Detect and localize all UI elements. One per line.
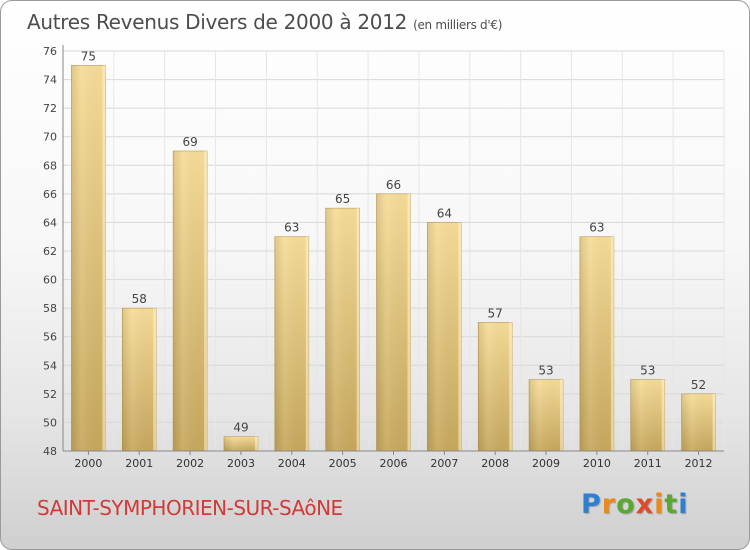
bar-highlight-2005 xyxy=(356,208,360,451)
value-label: 53 xyxy=(538,364,553,378)
value-label: 65 xyxy=(335,192,350,206)
x-tick-label: 2002 xyxy=(176,457,204,470)
axis-layer: 48 50 52 54 56 58 60 62 64 66 68 70 72 74 76 2000 2001 20… xyxy=(43,45,724,470)
x-tick-label: 2007 xyxy=(430,457,458,470)
chart-unit: (en milliers d'€) xyxy=(413,18,503,32)
x-tick-label: 2008 xyxy=(481,457,509,470)
proxiti-logo: Proxiti xyxy=(581,489,689,520)
bar-highlight-2009 xyxy=(560,379,564,451)
x-tick-label: 2006 xyxy=(380,457,408,470)
y-tick-label: 74 xyxy=(43,74,57,87)
value-label: 53 xyxy=(640,364,655,378)
bar-highlight-2001 xyxy=(153,308,157,451)
bar-shade-2010 xyxy=(579,236,614,451)
value-label: 63 xyxy=(589,221,604,235)
value-label: 58 xyxy=(132,292,147,306)
value-label: 52 xyxy=(691,378,706,392)
chart-title: Autres Revenus Divers de 2000 à 2012 (en … xyxy=(27,10,502,34)
y-tick-label: 70 xyxy=(43,131,57,144)
bar-shade-2007 xyxy=(427,222,462,451)
y-tick-label: 62 xyxy=(43,245,57,258)
y-tick-label: 52 xyxy=(43,388,57,401)
bar-highlight-2010 xyxy=(610,236,614,451)
bar-shade-2003 xyxy=(223,436,258,451)
x-tick-label: 2009 xyxy=(532,457,560,470)
x-tick-label: 2000 xyxy=(74,457,102,470)
chart-title-text: Autres Revenus Divers de 2000 à 2012 xyxy=(27,10,408,34)
y-tick-label: 72 xyxy=(43,102,57,115)
value-label: 64 xyxy=(437,206,452,220)
bar-highlight-2006 xyxy=(407,193,411,451)
value-label: 57 xyxy=(488,306,503,320)
bar-highlight-2012 xyxy=(712,393,716,451)
value-label: 66 xyxy=(386,178,401,192)
y-tick-label: 60 xyxy=(43,274,57,287)
bar-highlight-2011 xyxy=(661,379,665,451)
y-tick-label: 68 xyxy=(43,159,57,172)
bar-highlight-2003 xyxy=(254,436,258,451)
y-tick-label: 54 xyxy=(43,359,57,372)
bar-shade-2001 xyxy=(122,308,157,451)
bar-shade-2009 xyxy=(529,379,564,451)
y-tick-label: 50 xyxy=(43,416,57,429)
y-tick-label: 66 xyxy=(43,188,57,201)
bar-highlight-2007 xyxy=(458,222,462,451)
x-tick-label: 2005 xyxy=(329,457,357,470)
value-label: 69 xyxy=(182,135,197,149)
bar-shade-2011 xyxy=(630,379,665,451)
y-tick-label: 58 xyxy=(43,302,57,315)
bar-shade-2008 xyxy=(478,322,513,451)
bar-highlight-2004 xyxy=(305,236,309,451)
value-label: 63 xyxy=(284,221,299,235)
x-tick-label: 2010 xyxy=(583,457,611,470)
bar-shade-2006 xyxy=(376,193,411,451)
value-label: 75 xyxy=(81,49,96,63)
y-tick-label: 48 xyxy=(43,445,57,458)
bar-shade-2004 xyxy=(274,236,309,451)
value-label: 49 xyxy=(233,421,248,435)
y-tick-label: 76 xyxy=(43,45,57,58)
commune-name: SAINT-SYMPHORIEN-SUR-SAôNE xyxy=(37,496,343,520)
bar-highlight-2000 xyxy=(102,65,106,452)
labels-layer: 75 58 69 49 63 65 66 64 57 53 63 53 52 xyxy=(81,49,706,434)
x-tick-label: 2011 xyxy=(634,457,662,470)
bars-layer xyxy=(71,64,716,452)
bar-shade-2000 xyxy=(71,65,106,452)
bar-shade-2002 xyxy=(173,151,208,451)
x-tick-label: 2012 xyxy=(685,457,713,470)
x-tick-label: 2001 xyxy=(125,457,153,470)
y-tick-label: 56 xyxy=(43,331,57,344)
bar-highlight-2008 xyxy=(509,322,513,451)
bar-shade-2012 xyxy=(681,393,716,451)
bar-highlight-2002 xyxy=(204,151,208,451)
x-tick-label: 2004 xyxy=(278,457,306,470)
bar-shade-2005 xyxy=(325,208,360,451)
x-tick-label: 2003 xyxy=(227,457,255,470)
y-tick-label: 64 xyxy=(43,216,57,229)
